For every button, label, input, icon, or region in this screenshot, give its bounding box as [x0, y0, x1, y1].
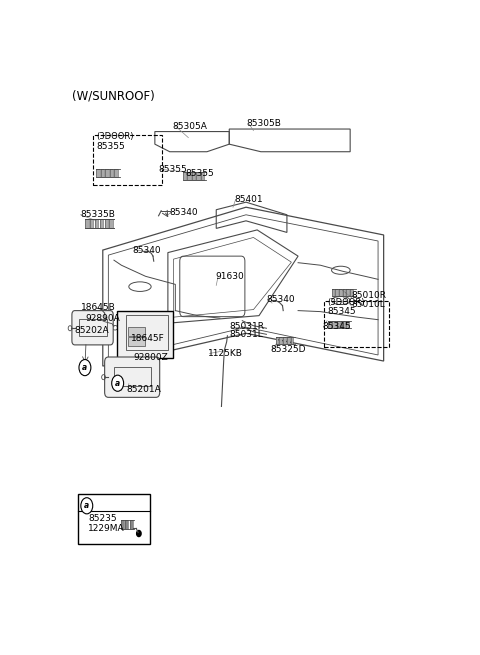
FancyBboxPatch shape: [105, 357, 160, 398]
Text: 18645B: 18645B: [81, 303, 115, 312]
Polygon shape: [121, 520, 124, 529]
Polygon shape: [101, 170, 104, 177]
Text: 18645F: 18645F: [131, 334, 165, 343]
Text: 85305A: 85305A: [173, 122, 207, 130]
Text: 85010L: 85010L: [351, 299, 384, 309]
Text: 92890A: 92890A: [85, 314, 120, 323]
Polygon shape: [187, 172, 191, 180]
Polygon shape: [287, 337, 289, 344]
Polygon shape: [95, 219, 98, 228]
FancyBboxPatch shape: [128, 337, 145, 346]
Polygon shape: [332, 321, 336, 328]
Text: a: a: [115, 379, 120, 388]
Polygon shape: [283, 337, 286, 344]
Polygon shape: [347, 290, 349, 297]
Polygon shape: [328, 321, 331, 328]
Polygon shape: [339, 290, 342, 297]
Text: (3DOOR): (3DOOR): [327, 297, 365, 307]
Text: 1229MA: 1229MA: [88, 524, 124, 533]
Circle shape: [81, 498, 93, 514]
Text: 85340: 85340: [170, 208, 198, 217]
Ellipse shape: [112, 326, 118, 330]
Polygon shape: [201, 172, 204, 180]
Polygon shape: [343, 290, 345, 297]
Polygon shape: [335, 290, 338, 297]
FancyBboxPatch shape: [117, 311, 173, 358]
Text: 85401: 85401: [234, 195, 263, 204]
Polygon shape: [96, 170, 100, 177]
Text: 91630: 91630: [216, 272, 244, 281]
Text: a: a: [84, 501, 89, 510]
Polygon shape: [130, 520, 132, 529]
Circle shape: [79, 360, 91, 376]
Text: 85305B: 85305B: [247, 119, 282, 128]
Polygon shape: [125, 520, 129, 529]
Polygon shape: [106, 170, 109, 177]
Text: 85345: 85345: [322, 322, 351, 331]
Text: 85031R: 85031R: [229, 322, 264, 331]
Circle shape: [112, 375, 124, 391]
Text: 85202A: 85202A: [74, 326, 109, 335]
Text: 85355: 85355: [96, 141, 125, 151]
Ellipse shape: [103, 320, 109, 324]
Polygon shape: [109, 219, 113, 228]
Text: a: a: [83, 363, 87, 372]
Text: 1125KB: 1125KB: [208, 349, 243, 358]
Text: 85340: 85340: [266, 295, 295, 303]
Text: 85031L: 85031L: [229, 330, 263, 339]
Polygon shape: [350, 290, 353, 297]
Polygon shape: [85, 219, 89, 228]
Text: 85355: 85355: [158, 165, 187, 174]
Text: 85201A: 85201A: [126, 385, 161, 394]
Polygon shape: [332, 290, 334, 297]
Text: 85010R: 85010R: [351, 291, 386, 300]
Polygon shape: [192, 172, 195, 180]
Text: (3DOOR): (3DOOR): [96, 132, 134, 141]
Text: 85235: 85235: [88, 514, 117, 523]
Polygon shape: [100, 219, 103, 228]
Polygon shape: [110, 170, 113, 177]
Text: 85355: 85355: [186, 169, 215, 178]
Polygon shape: [114, 170, 118, 177]
Polygon shape: [346, 321, 349, 328]
Polygon shape: [341, 321, 345, 328]
Text: 85325D: 85325D: [271, 345, 306, 354]
Polygon shape: [90, 219, 94, 228]
FancyBboxPatch shape: [78, 494, 150, 544]
Text: (W/SUNROOF): (W/SUNROOF): [72, 90, 155, 103]
Text: 85340: 85340: [132, 246, 161, 255]
Circle shape: [137, 531, 141, 536]
Polygon shape: [290, 337, 293, 344]
Polygon shape: [183, 172, 186, 180]
Text: 85345: 85345: [327, 307, 356, 316]
Polygon shape: [105, 219, 108, 228]
Polygon shape: [276, 337, 278, 344]
Polygon shape: [337, 321, 340, 328]
Polygon shape: [279, 337, 282, 344]
Polygon shape: [196, 172, 200, 180]
Text: 85335B: 85335B: [81, 210, 115, 219]
FancyBboxPatch shape: [72, 310, 113, 345]
FancyBboxPatch shape: [128, 328, 145, 336]
Text: 92800Z: 92800Z: [133, 353, 168, 362]
